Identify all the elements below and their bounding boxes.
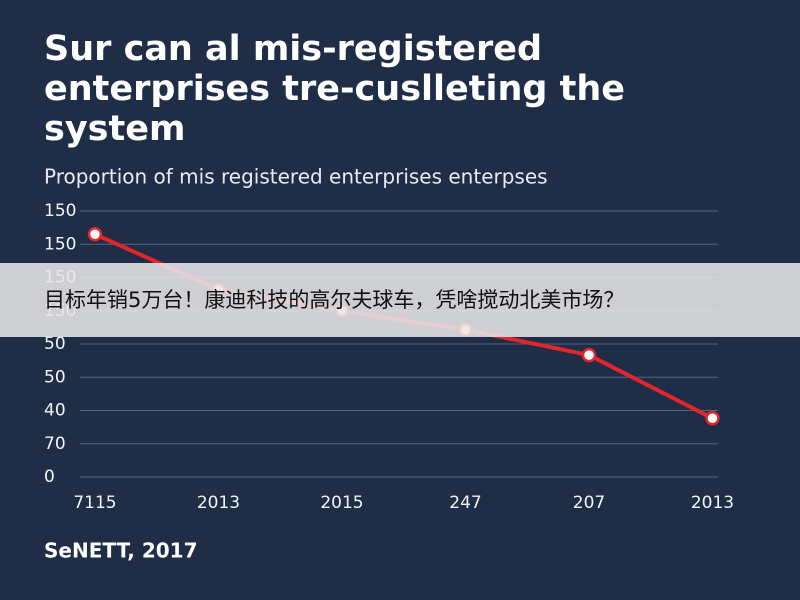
- y-tick-label: 0: [44, 467, 55, 487]
- y-tick-label: 50: [44, 367, 66, 387]
- source: SeNETT, 2017: [44, 539, 198, 563]
- y-tick-label: 50: [44, 334, 66, 354]
- x-tick-label: 247: [449, 493, 481, 513]
- point: [581, 347, 597, 363]
- x-tick-label: 2013: [691, 493, 734, 513]
- chart-title: system: [44, 109, 185, 149]
- y-tick-label: 70: [44, 434, 66, 454]
- x-tick-label: 2013: [197, 493, 240, 513]
- chart-title: Sur can al mis-registered: [44, 29, 542, 69]
- chart-title: enterprises tre-cuslleting the: [44, 69, 625, 109]
- y-tick-label: 150: [44, 201, 76, 221]
- y-tick-label: 150: [44, 234, 76, 254]
- x-tick-label: 2015: [320, 493, 363, 513]
- chart-subtitle: Proportion of mis registered enterprises…: [44, 165, 548, 189]
- x-tick-label: 7115: [73, 493, 116, 513]
- point: [705, 411, 720, 426]
- plot: 0704050501501501501507115201320152472072…: [44, 201, 734, 513]
- banner-text: 目标年销5万台！康迪科技的高尔夫球车，凭啥搅动北美市场？: [44, 288, 624, 312]
- x-tick-label: 207: [573, 493, 605, 513]
- point: [87, 227, 103, 242]
- banner: [0, 263, 800, 337]
- y-tick-label: 40: [44, 401, 66, 421]
